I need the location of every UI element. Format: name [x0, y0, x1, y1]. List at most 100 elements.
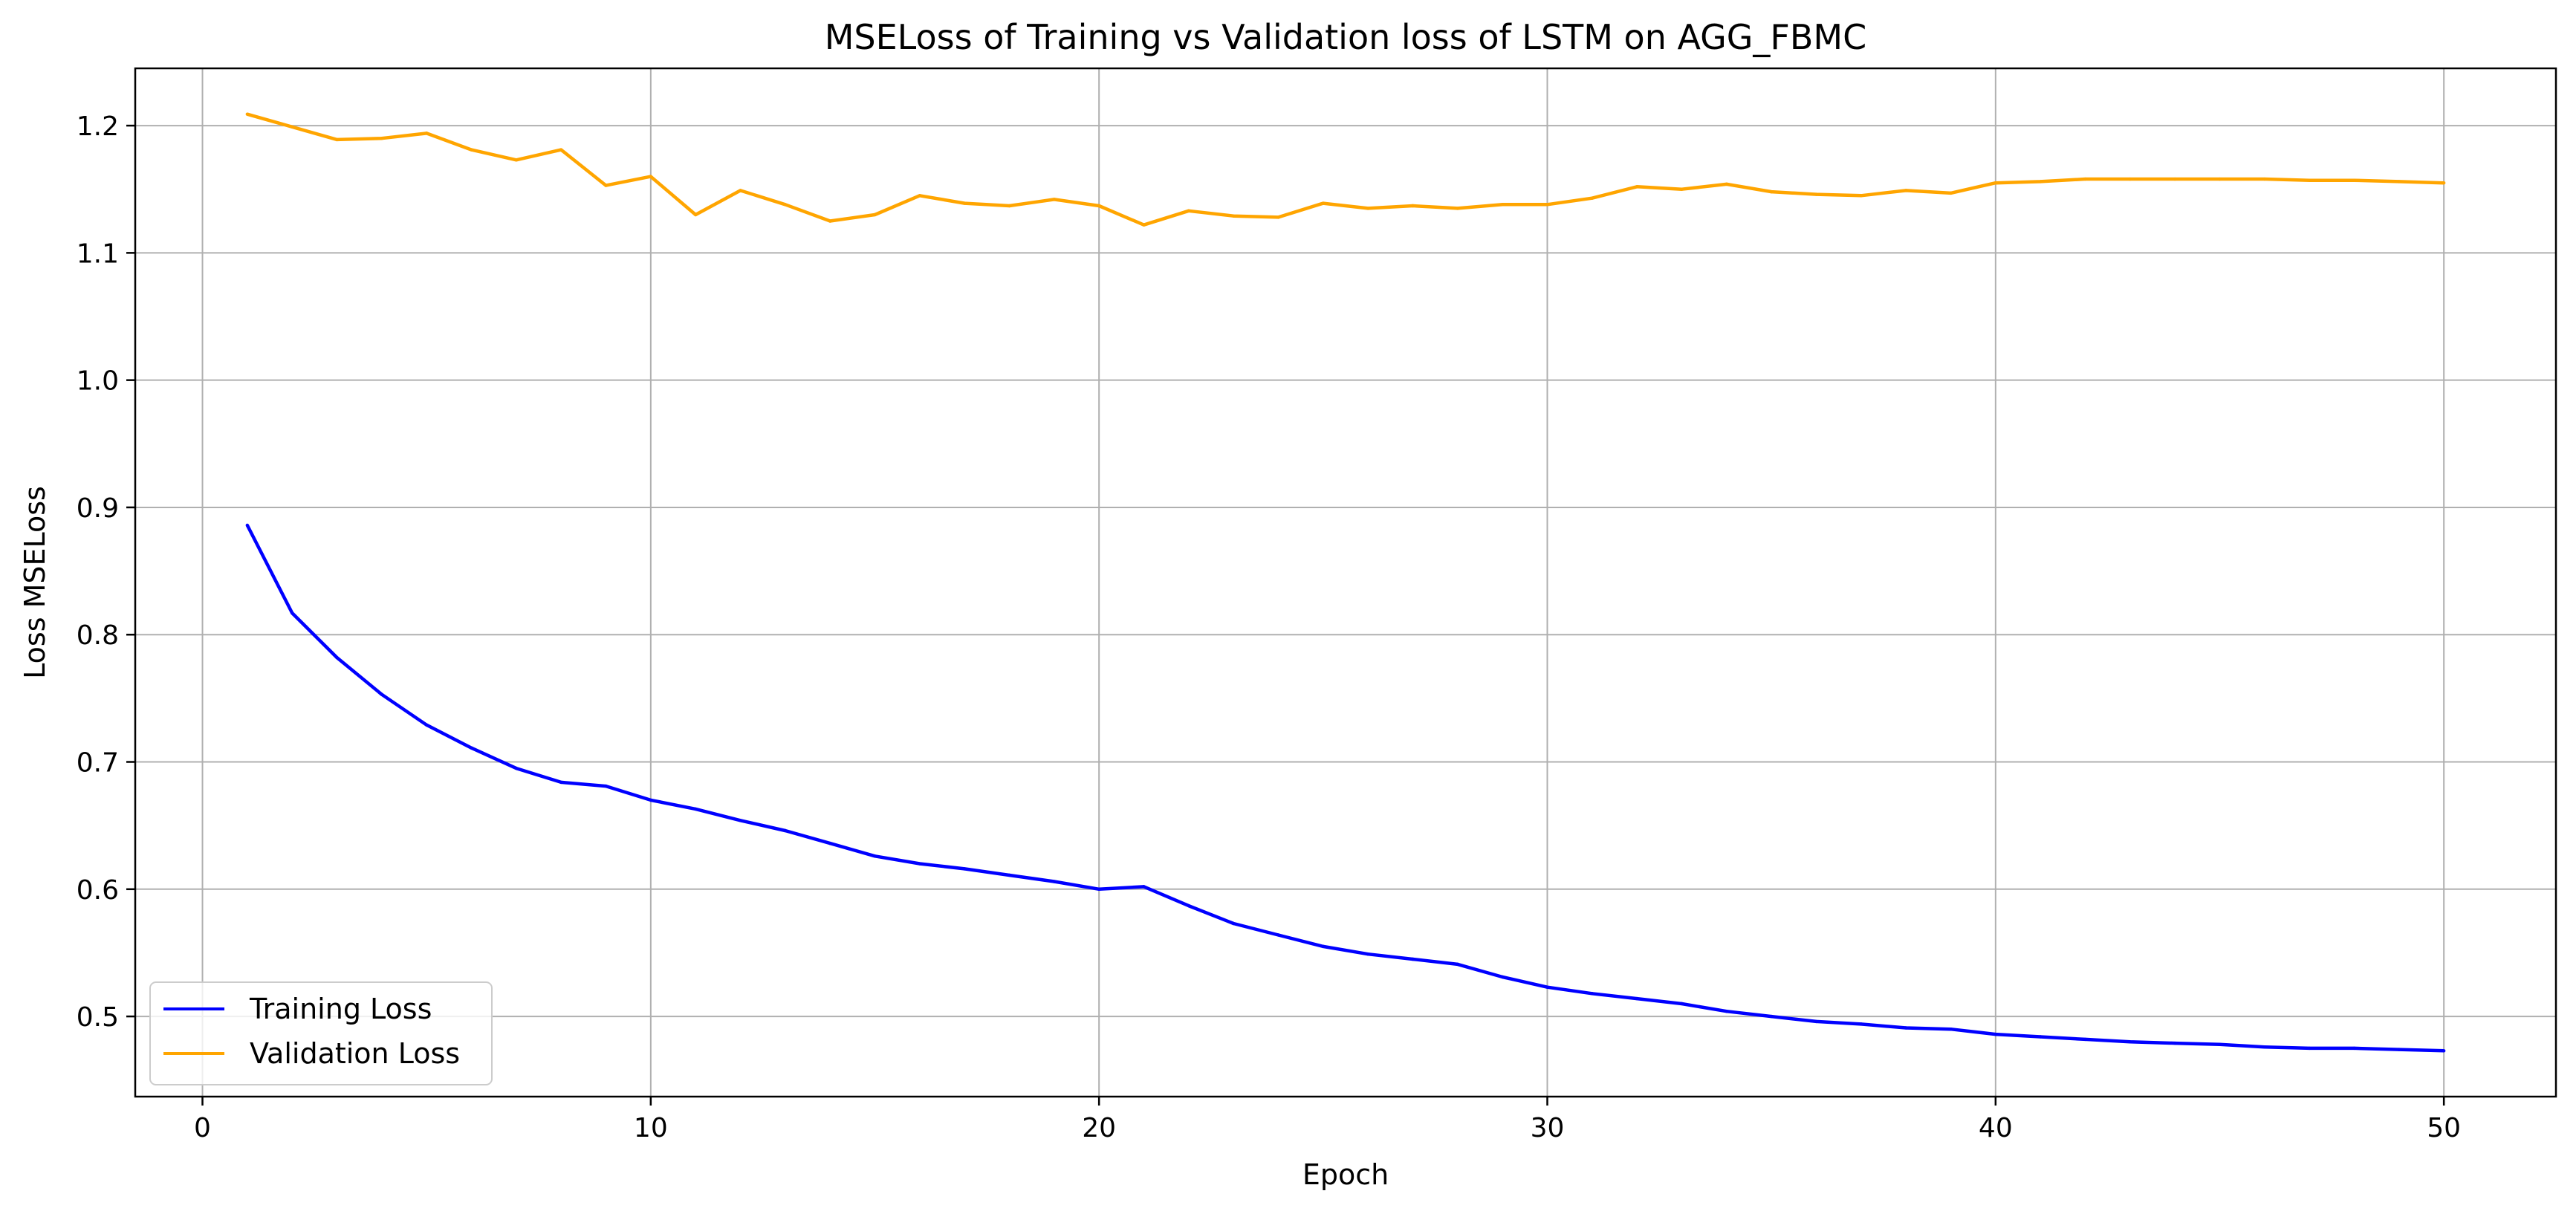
training-loss-point [828, 841, 832, 845]
validation-loss-point [424, 132, 429, 135]
validation-loss-point [604, 184, 608, 187]
training-loss-point [2442, 1049, 2446, 1053]
training-loss-point [2307, 1046, 2311, 1051]
validation-loss-point [2352, 178, 2356, 182]
validation-loss-point [1859, 194, 1863, 198]
legend-label-validation: Validation Loss [250, 1037, 460, 1070]
validation-loss-point [335, 137, 339, 142]
y-tick-label: 0.6 [77, 875, 119, 906]
training-loss-point [739, 819, 742, 822]
training-loss-point [2038, 1035, 2043, 1039]
validation-loss-point [1187, 209, 1191, 213]
training-loss-point [1142, 885, 1146, 889]
training-loss-point [2173, 1041, 2177, 1045]
training-loss-point [2352, 1046, 2356, 1051]
y-tick-label: 1.1 [77, 238, 119, 269]
validation-loss-point [2442, 181, 2446, 185]
training-loss-point [1904, 1026, 1908, 1030]
validation-loss-point [1456, 207, 1460, 210]
validation-loss-point [2083, 177, 2087, 181]
validation-loss-point [1993, 181, 1998, 185]
validation-loss-point [1366, 207, 1370, 210]
training-loss-point [1411, 957, 1415, 961]
validation-loss-point [873, 212, 877, 217]
training-loss-point [1321, 944, 1326, 949]
validation-loss-point [739, 189, 742, 192]
legend-box [149, 981, 493, 1085]
training-loss-point [1500, 975, 1505, 979]
validation-loss-point [828, 219, 832, 223]
training-loss-point [1008, 873, 1011, 877]
validation-loss-point [1769, 189, 1774, 194]
x-tick-label: 20 [1082, 1113, 1116, 1143]
validation-loss-point [1052, 198, 1057, 201]
training-loss-point [2397, 1048, 2401, 1051]
validation-loss-point [649, 175, 653, 178]
training-loss-point [1725, 1010, 1729, 1013]
y-tick-label: 1.2 [77, 111, 119, 142]
validation-loss-point [1276, 215, 1280, 219]
validation-loss-point [1725, 182, 1729, 186]
training-loss-point [1456, 962, 1460, 967]
validation-loss-point [1321, 201, 1326, 205]
validation-loss-point [2128, 177, 2132, 181]
validation-loss-point [1680, 187, 1684, 191]
validation-loss-point [1500, 203, 1505, 207]
validation-loss-point [2038, 180, 2043, 184]
training-loss-point [1680, 1002, 1684, 1006]
training-loss-point [1993, 1032, 1998, 1036]
validation-loss-point [2397, 180, 2401, 184]
training-loss-point [1545, 985, 1549, 989]
training-loss-point [2262, 1045, 2267, 1049]
validation-loss-line [247, 112, 2444, 227]
grid [135, 68, 2556, 1097]
validation-loss-point [1008, 204, 1011, 208]
validation-loss-point [514, 158, 519, 162]
training-loss-point [1052, 880, 1057, 883]
training-loss-point [2128, 1040, 2132, 1044]
validation-loss-point [470, 148, 473, 152]
training-loss-point [783, 828, 788, 833]
validation-loss-point [693, 212, 698, 217]
y-axis-label: Loss MSELoss [19, 486, 51, 679]
training-loss-point [962, 867, 967, 871]
validation-loss-point [1142, 223, 1146, 227]
validation-loss-point [2262, 177, 2267, 181]
training-loss-point [1949, 1028, 1953, 1031]
validation-loss-point [2173, 177, 2177, 181]
training-loss-point [1814, 1019, 1818, 1024]
y-tick-label: 1.0 [77, 366, 119, 397]
training-loss-point [559, 780, 563, 785]
training-loss-point [2218, 1042, 2222, 1046]
validation-loss-point [1411, 204, 1415, 208]
y-tick-label: 0.7 [77, 748, 119, 779]
validation-loss-point [559, 148, 563, 152]
plot-frame [134, 67, 2557, 1098]
validation-loss-point [1545, 203, 1549, 207]
validation-loss-point [918, 194, 922, 198]
x-axis-label: Epoch [1302, 1158, 1389, 1191]
training-loss-point [1366, 952, 1370, 956]
training-loss-point [424, 723, 429, 727]
validation-loss-point [783, 203, 788, 207]
training-loss-point [1187, 903, 1191, 908]
y-tick-label: 0.5 [77, 1002, 119, 1033]
validation-loss-point [1904, 189, 1908, 192]
x-tick-label: 10 [634, 1113, 668, 1143]
validation-loss-point [2218, 177, 2222, 181]
validation-loss-point [380, 137, 384, 140]
validation-loss-point [1949, 191, 1953, 195]
validation-loss-point [1231, 214, 1236, 218]
validation-loss-point [962, 201, 967, 205]
validation-loss-point [1814, 192, 1818, 196]
training-loss-point [335, 655, 339, 660]
training-loss-point [1590, 992, 1594, 996]
training-loss-point [604, 784, 608, 788]
training-loss-point [245, 523, 250, 528]
training-loss-point [380, 692, 384, 696]
legend: Training Loss Validation Loss [149, 981, 493, 1085]
training-loss-line [245, 524, 2444, 1053]
x-tick-label: 30 [1531, 1113, 1565, 1143]
